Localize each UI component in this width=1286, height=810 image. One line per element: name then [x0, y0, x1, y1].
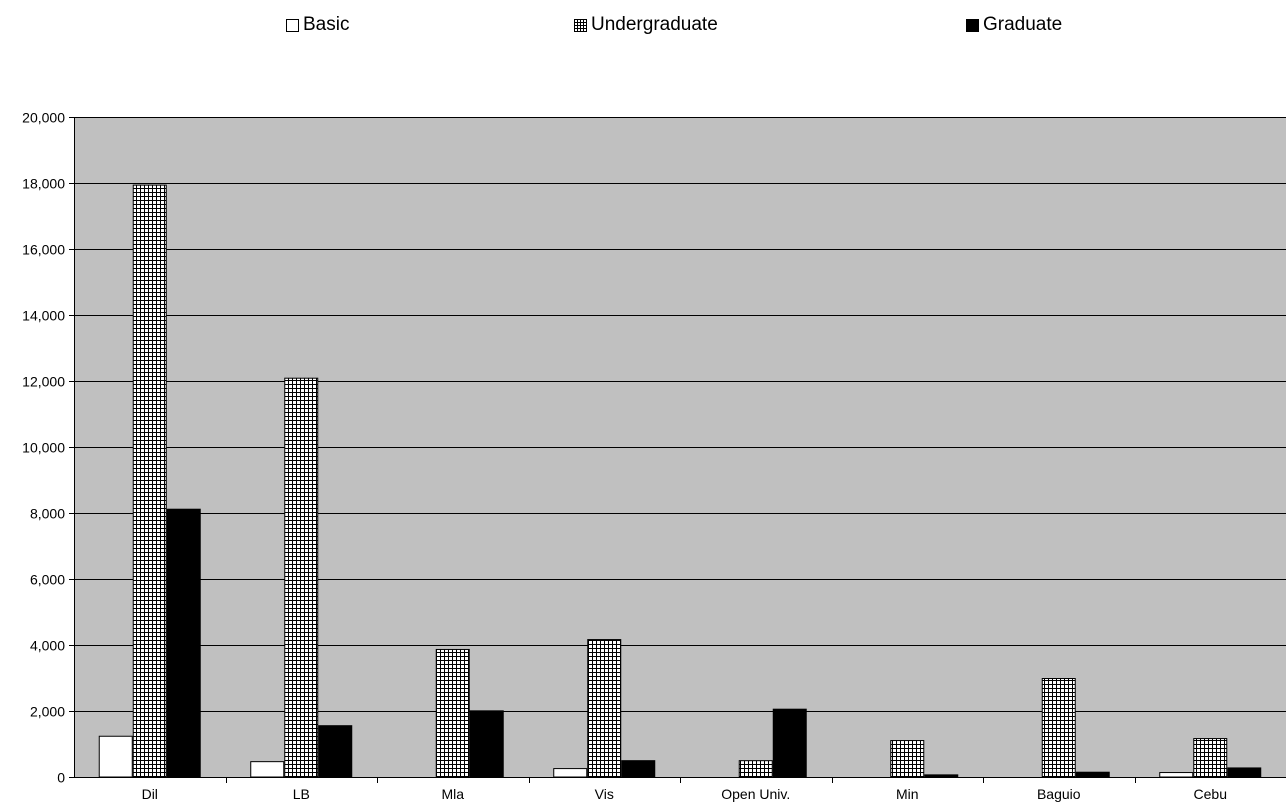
x-tick-label: Vis: [595, 786, 614, 802]
bars: [98, 184, 1262, 778]
bar-basic-vis: [553, 768, 588, 778]
y-tick-label: 16,000: [22, 242, 65, 258]
y-tick-label: 8,000: [30, 506, 65, 522]
legend-label-undergraduate: Undergraduate: [591, 14, 718, 35]
x-tick-label: Baguio: [1037, 786, 1081, 802]
legend: Basic Undergraduate Graduate: [0, 14, 1286, 40]
x-tick-label: Dil: [142, 786, 158, 802]
axes: 0 2,000 4,000 6,000 8,000 10,000 12,000 14,000 1…: [22, 110, 1286, 802]
y-tick-label: 14,000: [22, 308, 65, 324]
legend-item-undergraduate: Undergraduate: [574, 14, 718, 36]
bar-undergraduate-vis: [587, 639, 622, 778]
bar-basic-dil: [98, 735, 133, 778]
legend-swatch-basic: [286, 18, 299, 32]
x-tick-label: Min: [896, 786, 919, 802]
legend-swatch-graduate: [966, 18, 979, 32]
bar-undergraduate-mla: [435, 648, 470, 778]
y-tick-label: 0: [57, 770, 65, 786]
x-tick-label: Mla: [441, 786, 464, 802]
bar-undergraduate-cebu: [1193, 738, 1228, 778]
y-tick-label: 12,000: [22, 374, 65, 390]
legend-swatch-undergraduate: [574, 18, 587, 32]
bar-graduate-open-univ-: [772, 708, 807, 778]
bar-undergraduate-open-univ-: [738, 760, 773, 778]
x-tick-label: Open Univ.: [721, 786, 790, 802]
bar-undergraduate-lb: [284, 377, 319, 778]
y-tick-label: 2,000: [30, 704, 65, 720]
bar-undergraduate-min: [890, 740, 925, 778]
bar-undergraduate-baguio: [1041, 678, 1076, 778]
y-tick-label: 10,000: [22, 440, 65, 456]
legend-item-basic: Basic: [286, 14, 349, 36]
x-tick-label: Cebu: [1194, 786, 1227, 802]
bar-graduate-mla: [469, 710, 504, 778]
bar-graduate-min: [924, 774, 959, 778]
bar-graduate-baguio: [1075, 771, 1110, 778]
bar-basic-cebu: [1159, 772, 1194, 778]
y-tick-label: 4,000: [30, 638, 65, 654]
legend-label-basic: Basic: [303, 14, 350, 35]
bar-undergraduate-dil: [132, 184, 167, 778]
x-tick-label: LB: [293, 786, 310, 802]
y-tick-label: 6,000: [30, 572, 65, 588]
gridlines: [74, 117, 1286, 712]
bar-graduate-dil: [166, 508, 201, 778]
y-tick-label: 18,000: [22, 176, 65, 192]
legend-item-graduate: Graduate: [966, 14, 1062, 36]
y-tick-label: 20,000: [22, 110, 65, 126]
bar-graduate-lb: [318, 725, 353, 778]
legend-label-graduate: Graduate: [983, 14, 1063, 35]
bar-graduate-cebu: [1227, 767, 1262, 778]
bar-basic-lb: [250, 761, 285, 778]
bar-graduate-vis: [621, 760, 656, 778]
